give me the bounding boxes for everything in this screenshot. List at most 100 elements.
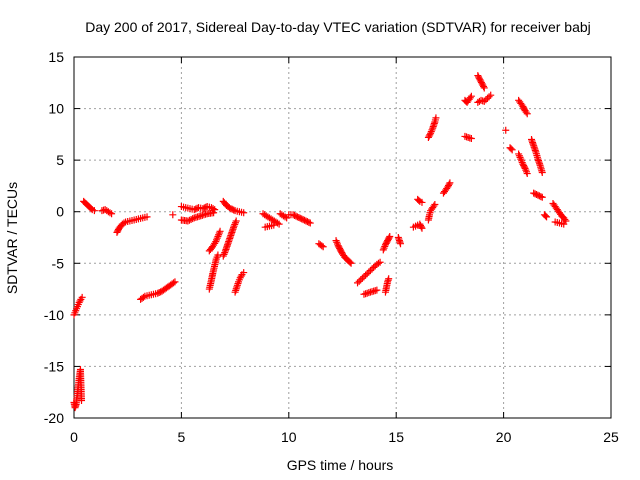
data-point — [515, 150, 523, 158]
y-tick-label: 5 — [56, 152, 64, 168]
data-point — [365, 268, 373, 276]
data-point — [396, 240, 404, 248]
data-point — [431, 200, 439, 208]
data-point — [346, 258, 354, 266]
data-point — [516, 153, 524, 161]
y-tick-label: -10 — [44, 307, 64, 323]
grid-lines — [74, 57, 611, 418]
data-point — [418, 198, 426, 206]
data-point — [354, 279, 362, 287]
data-point — [212, 236, 220, 244]
data-point — [380, 244, 388, 252]
data-point — [517, 155, 525, 163]
chart-title: Day 200 of 2017, Sidereal Day-to-day VTE… — [85, 19, 591, 35]
data-point — [143, 213, 151, 221]
data-point — [274, 219, 282, 227]
data-point — [214, 232, 222, 240]
x-axis-tick-labels: 0 5 10 15 20 25 — [70, 429, 619, 445]
data-point — [215, 229, 223, 237]
data-point — [108, 210, 116, 218]
data-point — [379, 246, 387, 254]
data-point — [332, 237, 340, 245]
data-point — [240, 209, 248, 217]
data-point — [333, 238, 341, 246]
data-point — [236, 274, 244, 282]
data-point — [363, 270, 371, 278]
y-axis-label: SDTVAR / TECUs — [4, 182, 20, 294]
data-point — [360, 273, 368, 281]
x-tick-label: 5 — [178, 429, 186, 445]
data-point — [541, 212, 549, 220]
data-point — [467, 134, 475, 142]
data-point — [214, 251, 222, 259]
data-point — [78, 293, 86, 301]
data-point — [522, 108, 530, 116]
data-point — [381, 242, 389, 250]
data-point — [467, 92, 475, 100]
data-point — [507, 145, 515, 153]
data-point — [231, 220, 239, 228]
data-point — [376, 258, 384, 266]
data-point — [561, 215, 569, 223]
data-point — [139, 293, 147, 301]
data-point — [76, 297, 84, 305]
data-point — [523, 168, 531, 176]
data-point — [347, 259, 355, 267]
data-point — [430, 202, 438, 210]
data-point — [386, 232, 394, 240]
data-points — [70, 72, 570, 412]
data-point — [219, 252, 227, 260]
data-point — [232, 217, 240, 225]
data-point — [418, 224, 426, 232]
data-point — [78, 396, 86, 404]
y-tick-label: -20 — [44, 410, 64, 426]
data-point — [426, 131, 434, 139]
plot-frame — [73, 56, 612, 419]
data-point — [520, 163, 528, 171]
data-point — [221, 249, 229, 257]
data-point — [106, 209, 114, 217]
data-point — [427, 129, 435, 137]
data-point — [487, 91, 495, 99]
data-point — [445, 180, 453, 188]
x-tick-label: 15 — [388, 429, 404, 445]
data-point — [366, 267, 374, 275]
data-point — [306, 219, 314, 227]
data-point — [482, 96, 490, 104]
data-point — [357, 276, 365, 284]
data-point — [518, 157, 525, 165]
data-point — [502, 126, 510, 134]
data-point — [240, 269, 248, 277]
data-point — [508, 146, 516, 154]
data-point — [480, 97, 488, 105]
data-point — [485, 93, 493, 101]
data-point — [220, 250, 228, 258]
data-point — [231, 219, 239, 227]
data-point — [417, 223, 425, 231]
data-point — [538, 169, 546, 177]
data-point — [368, 265, 376, 273]
data-point — [120, 219, 128, 227]
y-tick-label: 15 — [48, 49, 64, 65]
data-point — [212, 238, 220, 246]
data-point — [537, 193, 545, 201]
data-point — [521, 164, 529, 172]
data-point — [538, 193, 546, 201]
y-axis-tick-labels: -20 -15 -10 -5 0 5 10 15 — [44, 49, 64, 426]
data-point — [522, 166, 530, 174]
data-point — [355, 277, 363, 285]
axis-ticks — [73, 56, 612, 419]
data-point — [480, 83, 488, 91]
data-point — [333, 240, 341, 248]
x-tick-label: 20 — [496, 429, 512, 445]
data-point — [216, 227, 224, 235]
y-tick-label: 10 — [48, 101, 64, 117]
data-point — [515, 152, 523, 160]
data-point — [543, 213, 551, 221]
data-point — [170, 279, 178, 287]
y-tick-label: -15 — [44, 358, 64, 374]
data-point — [189, 215, 197, 223]
data-point — [318, 242, 326, 250]
data-point — [385, 275, 393, 283]
data-point — [483, 94, 491, 102]
